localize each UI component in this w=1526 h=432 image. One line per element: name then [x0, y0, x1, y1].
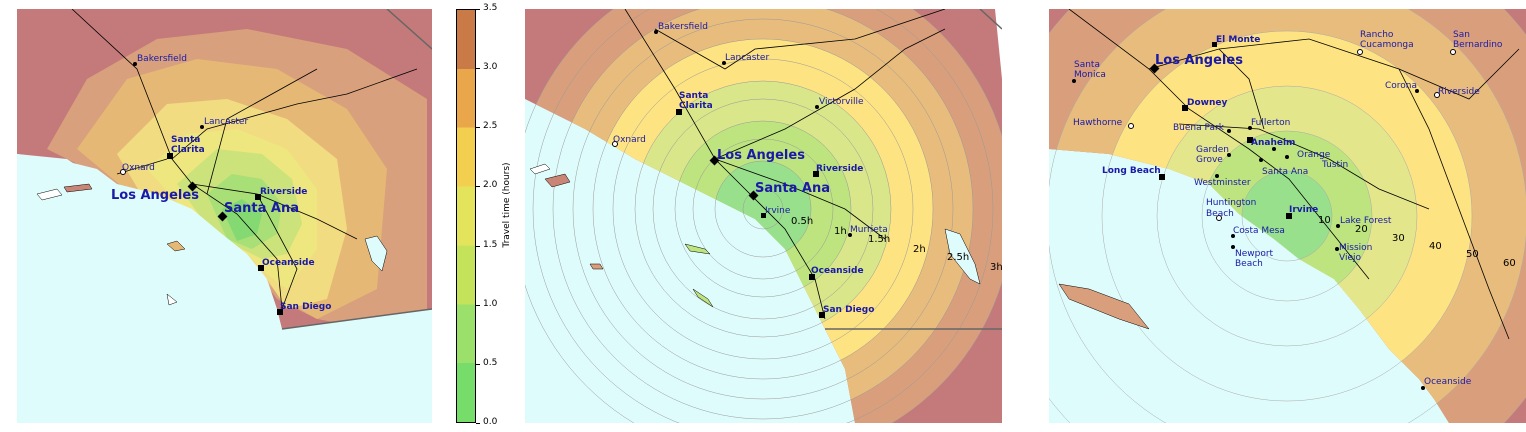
svg-text:Oxnard: Oxnard	[613, 135, 646, 145]
svg-text:60: 60	[1503, 258, 1516, 269]
city-label-santa-ana: Santa Ana	[224, 201, 299, 216]
colorbar-tick-mark	[476, 68, 480, 70]
travel-time-map-panel-1: Bakersfield Lancaster Santa Clarita Oxnar…	[17, 9, 432, 423]
svg-text:Irvine: Irvine	[765, 206, 791, 216]
svg-text:Long Beach: Long Beach	[1102, 166, 1161, 176]
svg-text:Fullerton: Fullerton	[1251, 118, 1290, 128]
svg-text:Oceanside: Oceanside	[811, 266, 864, 276]
colorbar-tick-mark	[476, 304, 480, 306]
map-1-svg: Bakersfield Lancaster Santa Clarita Oxnar…	[17, 9, 432, 423]
map-2-svg: Bakersfield Lancaster Santa Clarita Victo…	[525, 9, 1002, 423]
colorbar-tick-label: 3.0	[483, 62, 498, 73]
svg-text:Anaheim: Anaheim	[1251, 138, 1295, 148]
travel-time-map-panel-2: Bakersfield Lancaster Santa Clarita Victo…	[525, 9, 1002, 423]
colorbar-tick-mark	[476, 127, 480, 129]
svg-text:10: 10	[1318, 215, 1331, 226]
svg-text:San Diego: San Diego	[823, 305, 874, 315]
city-label-oxnard: Oxnard	[122, 163, 155, 173]
svg-text:El Monte: El Monte	[1216, 35, 1260, 45]
svg-text:20: 20	[1355, 224, 1368, 235]
svg-text:Santa Ana: Santa Ana	[755, 181, 830, 196]
svg-text:Orange: Orange	[1297, 150, 1331, 160]
colorbar-tick-label: 0.5	[483, 357, 498, 368]
svg-text:Murrieta: Murrieta	[850, 225, 888, 235]
city-label-riverside: Riverside	[260, 187, 307, 197]
svg-text:Downey: Downey	[1187, 98, 1227, 108]
city-label-los-angeles: Los Angeles	[111, 188, 199, 203]
colorbar-tick-label: 3.5	[483, 3, 498, 13]
svg-text:Lake Forest: Lake Forest	[1340, 216, 1392, 226]
map-3-svg: El Monte Los Angeles Rancho Cucamonga San…	[1049, 9, 1526, 423]
colorbar-tick-label: 1.0	[483, 298, 498, 309]
city-label-oceanside: Oceanside	[262, 258, 315, 268]
svg-text:Bakersfield: Bakersfield	[658, 22, 708, 32]
svg-text:0.5h: 0.5h	[791, 216, 813, 227]
svg-text:Corona: Corona	[1385, 81, 1417, 91]
svg-text:Riverside: Riverside	[816, 164, 863, 174]
svg-text:Buena Park: Buena Park	[1173, 123, 1225, 133]
svg-text:Oceanside: Oceanside	[1424, 377, 1472, 387]
svg-text:Westminster: Westminster	[1194, 178, 1251, 188]
svg-text:Lancaster: Lancaster	[725, 53, 769, 63]
colorbar-tick-mark	[476, 423, 480, 424]
svg-text:2.5h: 2.5h	[947, 252, 969, 263]
svg-text:2h: 2h	[913, 244, 926, 255]
colorbar-title: Travel time (hours)	[502, 162, 512, 248]
svg-text:50: 50	[1466, 249, 1479, 260]
svg-text:3h: 3h	[990, 262, 1002, 273]
city-label-santa-clarita: Santa Clarita	[171, 135, 205, 155]
svg-text:Victorville: Victorville	[819, 97, 864, 107]
svg-text:Los Angeles: Los Angeles	[717, 148, 805, 163]
svg-text:Los Angeles: Los Angeles	[1155, 53, 1243, 68]
city-label-bakersfield: Bakersfield	[137, 54, 187, 64]
city-label-san-diego: San Diego	[280, 302, 331, 312]
city-marker	[120, 62, 283, 315]
colorbar-tick-mark	[476, 186, 480, 188]
svg-text:Hawthorne: Hawthorne	[1073, 118, 1123, 128]
svg-text:1.5h: 1.5h	[868, 234, 890, 245]
svg-text:40: 40	[1429, 241, 1442, 252]
colorbar-tick-label: 0.0	[483, 417, 498, 427]
svg-text:Irvine: Irvine	[1289, 205, 1318, 215]
colorbar-tick-mark	[476, 363, 480, 365]
svg-text:30: 30	[1392, 233, 1405, 244]
travel-time-map-panel-3: El Monte Los Angeles Rancho Cucamonga San…	[1049, 9, 1526, 423]
colorbar-tick-label: 2.0	[483, 180, 498, 191]
svg-text:Santa Ana: Santa Ana	[1262, 167, 1308, 177]
svg-text:1h: 1h	[834, 226, 847, 237]
colorbar-tick-label: 2.5	[483, 121, 498, 132]
colorbar-tick-mark	[476, 245, 480, 247]
colorbar-tick-label: 1.5	[483, 239, 498, 250]
svg-text:Riverside: Riverside	[1438, 87, 1480, 97]
colorbar	[456, 9, 476, 423]
svg-text:Tustin: Tustin	[1321, 160, 1348, 170]
svg-text:Costa Mesa: Costa Mesa	[1233, 226, 1285, 236]
city-label-lancaster: Lancaster	[204, 117, 248, 127]
colorbar-tick-mark	[476, 9, 480, 10]
